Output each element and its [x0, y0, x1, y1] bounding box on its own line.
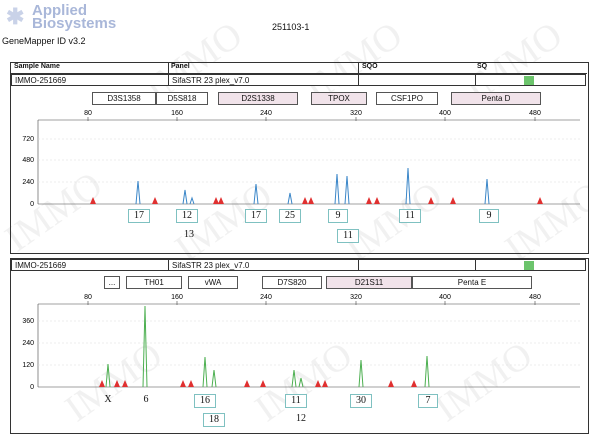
marker-ellipsis-button[interactable]: ... — [104, 276, 120, 289]
x-tick-label: 480 — [529, 294, 541, 301]
x-tick-label: 160 — [171, 110, 183, 117]
status-indicator — [524, 76, 534, 85]
marker-bin[interactable]: CSF1PO — [376, 92, 438, 105]
software-version: GeneMapper ID v3.2 — [2, 36, 86, 46]
marker-bin[interactable]: TPOX — [311, 92, 367, 105]
allele-label[interactable]: 9 — [479, 209, 499, 223]
allele-label[interactable]: 16 — [194, 394, 216, 408]
panel-cell[interactable]: SifaSTR 23 plex_v7.0 — [168, 259, 359, 271]
panel-cell[interactable]: SifaSTR 23 plex_v7.0 — [168, 74, 359, 86]
y-tick-label: 240 — [22, 179, 34, 186]
col-header-sample-name: Sample Name — [14, 63, 60, 70]
x-tick-label: 400 — [439, 110, 451, 117]
x-tick-label: 320 — [350, 294, 362, 301]
allele-label[interactable]: X — [104, 394, 112, 405]
x-tick-label: 80 — [84, 110, 92, 117]
marker-bin[interactable]: D7S820 — [262, 276, 322, 289]
allele-label[interactable]: 13 — [184, 229, 194, 240]
sqo-cell[interactable] — [358, 74, 476, 86]
marker-bin[interactable]: D3S1358 — [92, 92, 156, 105]
marker-bin[interactable]: vWA — [188, 276, 238, 289]
allele-label[interactable]: 12 — [296, 413, 306, 424]
allele-label[interactable]: 11 — [399, 209, 421, 223]
marker-bin[interactable]: D2S1338 — [218, 92, 298, 105]
sample-name-cell[interactable]: IMMO-251669 — [11, 74, 169, 86]
electropherogram-plot-1: 80 160 240 320 400 480 720 480 240 0 — [22, 110, 580, 208]
sqo-cell[interactable] — [358, 259, 476, 271]
allele-label[interactable]: 30 — [350, 394, 372, 408]
y-tick-label: 0 — [30, 201, 34, 208]
logo-icon: ✱ — [6, 4, 25, 29]
allele-label[interactable]: 17 — [245, 209, 267, 223]
allele-label[interactable]: 6 — [143, 394, 149, 405]
col-header-panel: Panel — [171, 63, 190, 70]
allele-label[interactable]: 11 — [337, 229, 359, 243]
x-tick-label: 240 — [260, 110, 272, 117]
allele-label[interactable]: 18 — [203, 413, 225, 427]
marker-bin[interactable]: D5S818 — [156, 92, 208, 105]
marker-bin[interactable]: Penta E — [412, 276, 532, 289]
x-tick-label: 160 — [171, 294, 183, 301]
allele-label[interactable]: 7 — [418, 394, 438, 408]
allele-label[interactable]: 11 — [285, 394, 307, 408]
y-tick-label: 0 — [30, 384, 34, 390]
allele-label[interactable]: 12 — [176, 209, 198, 223]
col-header-sq: SQ — [477, 63, 488, 70]
logo-line1: Applied — [32, 2, 87, 19]
electropherogram-plot-2: 80 160 240 320 400 480 360 240 120 0 — [22, 294, 580, 390]
marker-bin[interactable]: Penta D — [451, 92, 541, 105]
x-tick-label: 80 — [84, 294, 92, 301]
logo-line2: Biosystems — [32, 15, 117, 32]
y-tick-label: 720 — [22, 136, 34, 143]
x-tick-label: 400 — [439, 294, 451, 301]
x-tick-label: 240 — [260, 294, 272, 301]
col-header-sqo: SQO — [362, 63, 378, 70]
y-tick-label: 360 — [22, 318, 34, 325]
y-tick-label: 480 — [22, 157, 34, 164]
y-tick-label: 240 — [22, 340, 34, 347]
marker-bin[interactable]: TH01 — [126, 276, 182, 289]
allele-label[interactable]: 9 — [328, 209, 348, 223]
status-indicator — [524, 261, 534, 270]
allele-label[interactable]: 25 — [279, 209, 301, 223]
run-id: 251103-1 — [272, 22, 310, 32]
allele-label[interactable]: 17 — [128, 209, 150, 223]
marker-bin[interactable]: D21S11 — [326, 276, 412, 289]
x-tick-label: 320 — [350, 110, 362, 117]
sample-name-cell[interactable]: IMMO-251669 — [11, 259, 169, 271]
x-tick-label: 480 — [529, 110, 541, 117]
y-tick-label: 120 — [22, 362, 34, 369]
